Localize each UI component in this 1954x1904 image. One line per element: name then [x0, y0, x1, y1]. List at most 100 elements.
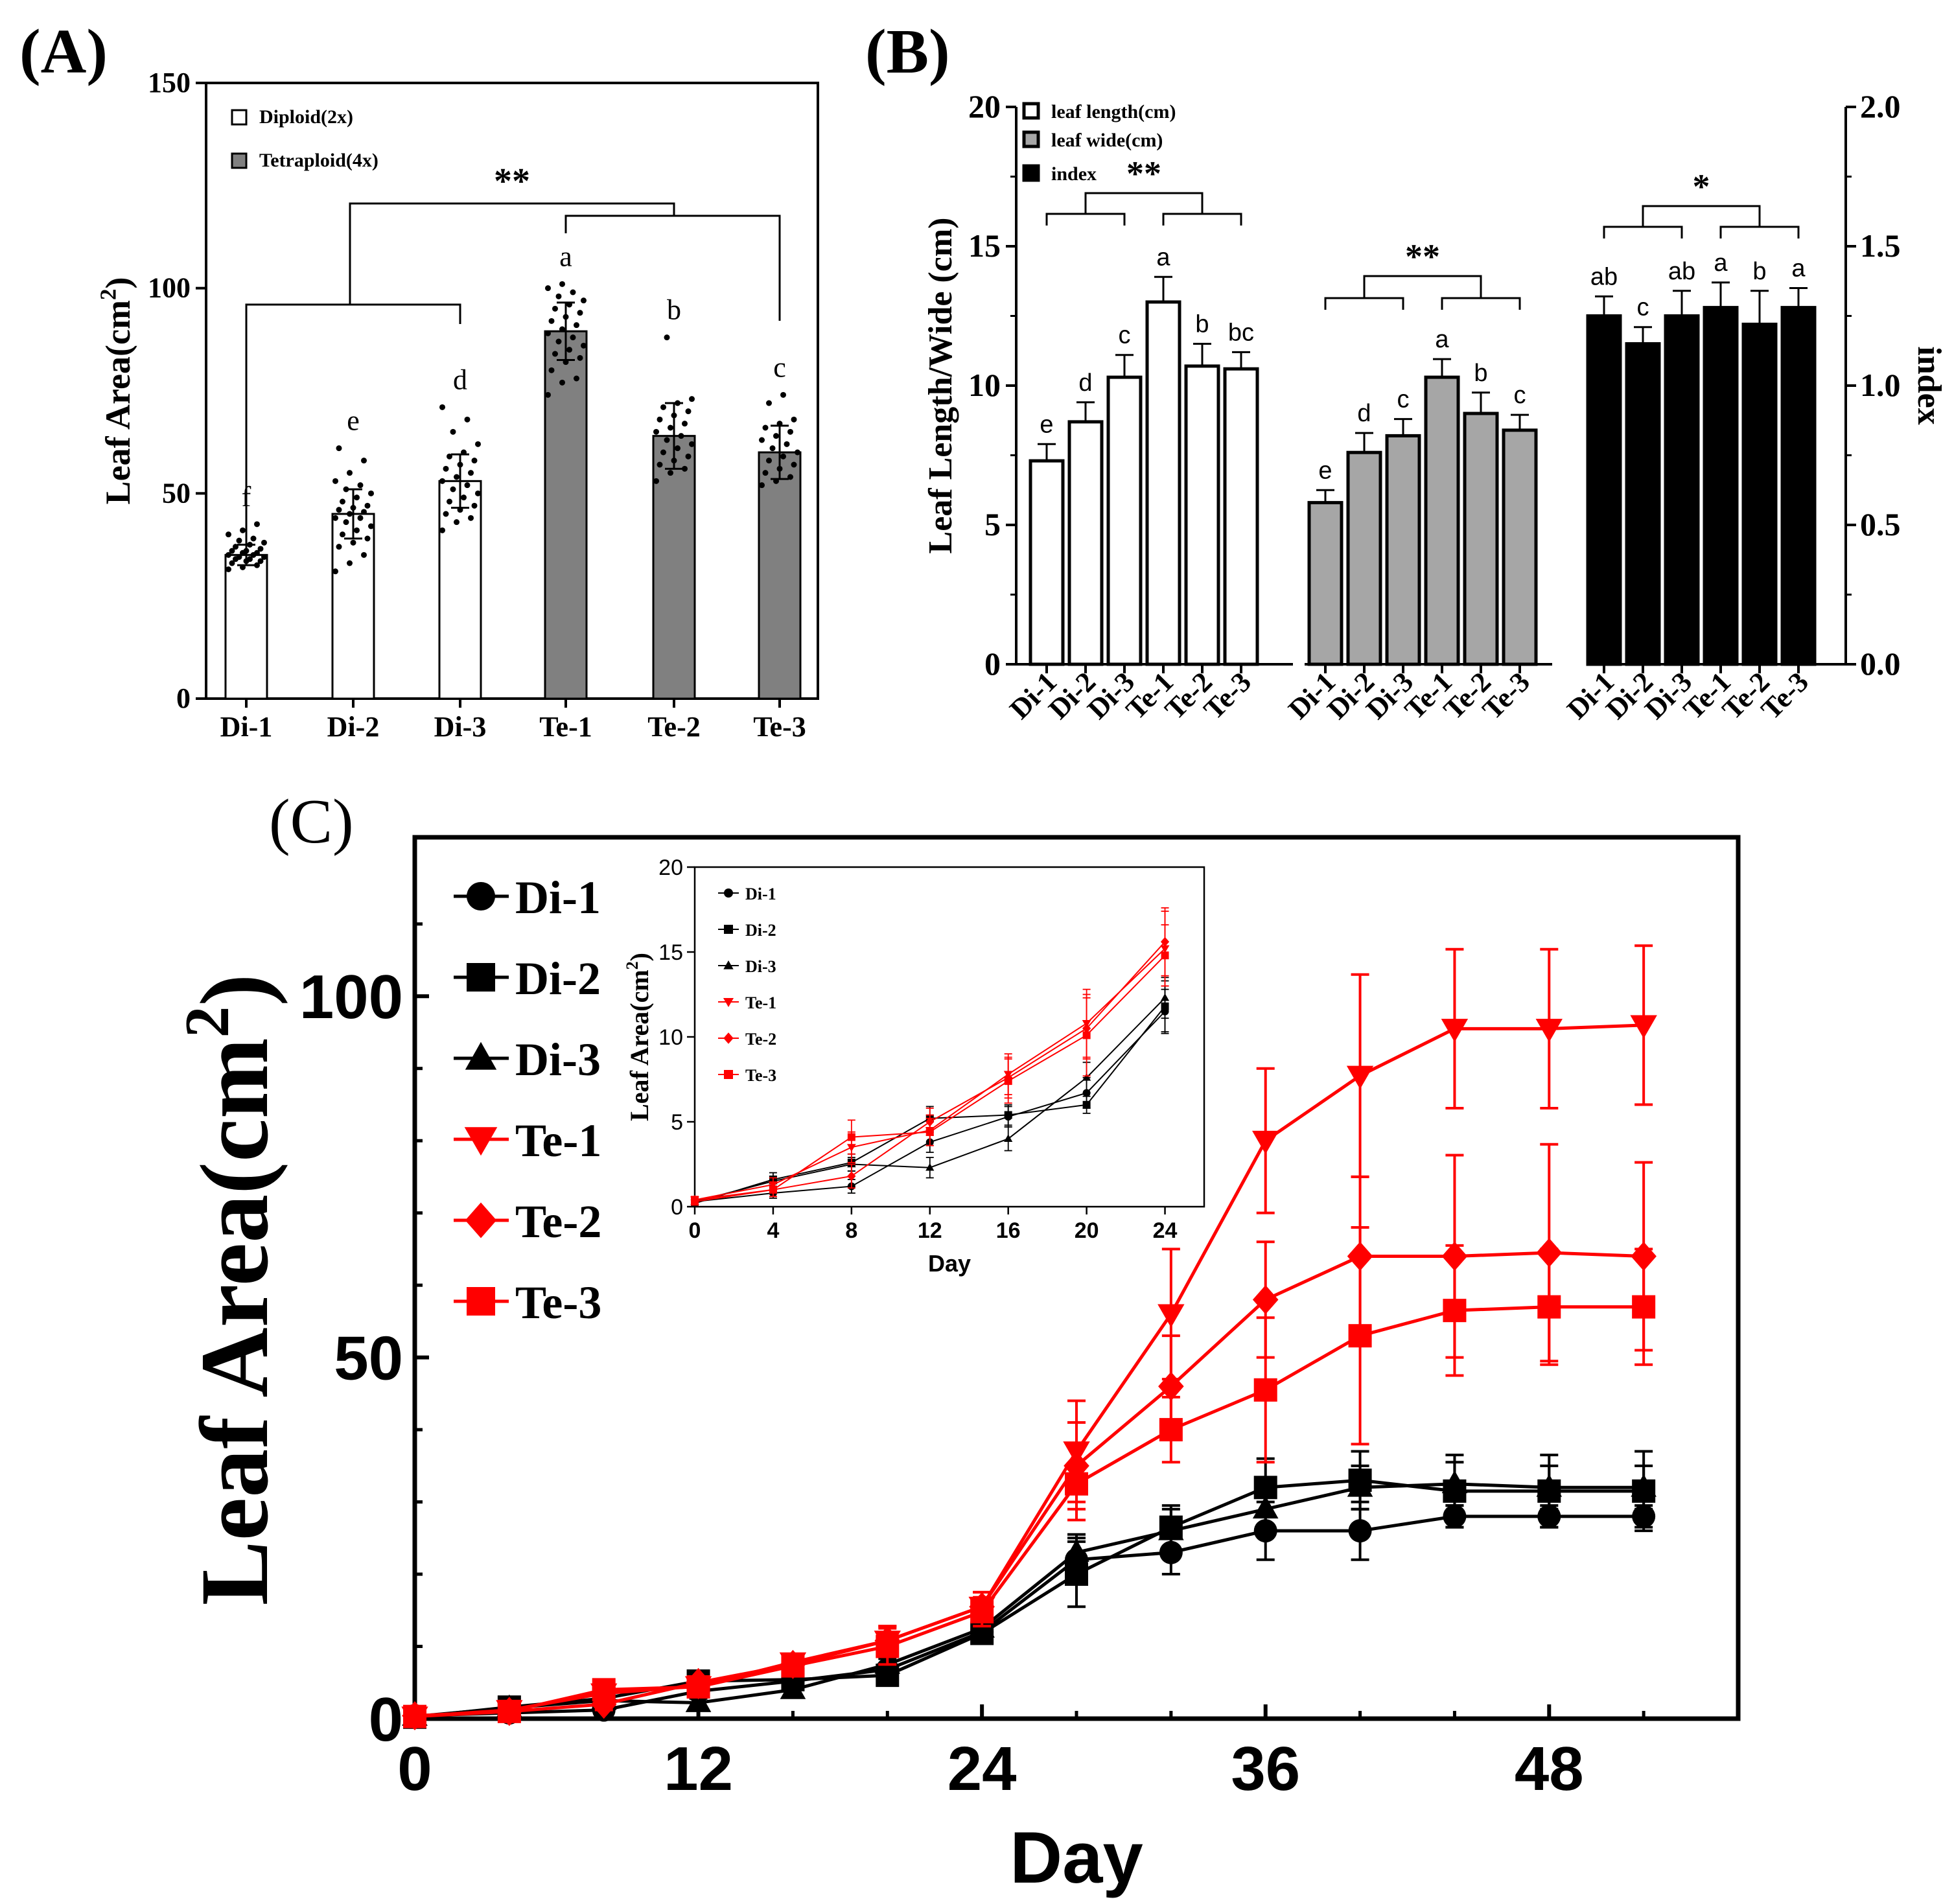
- data-point: [468, 470, 474, 476]
- data-point: [791, 461, 797, 468]
- data-point: [347, 560, 353, 566]
- inset-x-tick-label: 20: [1075, 1218, 1099, 1243]
- data-point: [332, 515, 338, 521]
- x-axis-label: Day: [1010, 1817, 1143, 1898]
- inset-x-tick-label: 0: [689, 1218, 701, 1243]
- y2-tick-label: 2.0: [1860, 88, 1901, 124]
- y-tick-label: 50: [162, 477, 191, 509]
- data-point: [340, 498, 345, 505]
- data-point: [364, 502, 371, 509]
- data-point: [1252, 1130, 1279, 1154]
- inset-data-point: [1082, 1031, 1091, 1039]
- data-point: [1253, 1378, 1277, 1402]
- legend-label: index: [1051, 163, 1097, 185]
- y-tick-label: 150: [148, 67, 191, 99]
- data-point: [1064, 1538, 1089, 1562]
- data-point: [229, 560, 235, 566]
- inset-data-point: [1082, 1073, 1091, 1081]
- inset-data-point: [847, 1171, 856, 1181]
- data-point: [555, 293, 562, 299]
- significance-letter: c: [1514, 382, 1526, 409]
- data-point: [336, 544, 342, 550]
- data-point: [773, 433, 779, 439]
- significance-bracket: [1603, 226, 1683, 238]
- data-point: [450, 428, 456, 435]
- y-tick-label: 0: [176, 682, 191, 714]
- inset-data-point: [1004, 1134, 1013, 1142]
- bar: [758, 451, 802, 700]
- inset-y-tick-label: 15: [658, 940, 683, 965]
- inset-legend-marker: [723, 998, 734, 1008]
- data-point: [1347, 1474, 1373, 1497]
- significance-letter: d: [1078, 369, 1092, 397]
- data-point: [780, 1676, 806, 1699]
- bar: [1625, 342, 1661, 666]
- significance-letter: e: [347, 405, 360, 437]
- inset-y-axis-label: Leaf Area(cm2): [623, 953, 654, 1121]
- x-tick-label: 48: [1515, 1734, 1584, 1804]
- data-point: [552, 305, 558, 312]
- inset-legend-label: Di-2: [745, 921, 776, 940]
- inset-x-tick-label: 24: [1153, 1218, 1178, 1243]
- significance-letter: a: [1435, 326, 1449, 353]
- legend-label: leaf length(cm): [1051, 101, 1176, 122]
- bar: [1029, 459, 1065, 666]
- legend-marker: [467, 963, 495, 992]
- data-point: [545, 330, 551, 336]
- data-point: [668, 424, 673, 431]
- significance-bracket: [1642, 205, 1761, 227]
- data-point: [657, 416, 663, 423]
- y-tick-label: 5: [984, 506, 1001, 542]
- data-point: [795, 449, 800, 456]
- data-point: [347, 470, 353, 476]
- inset-legend-label: Te-2: [745, 1030, 776, 1049]
- data-point: [682, 465, 688, 472]
- legend-marker: [467, 882, 495, 911]
- data-point: [762, 470, 769, 476]
- data-point: [1158, 1371, 1184, 1401]
- x-tick-label: Te-2: [647, 711, 701, 743]
- data-point: [461, 449, 467, 456]
- data-point: [552, 351, 558, 357]
- significance-bracket: [1045, 213, 1126, 226]
- data-point: [1158, 1517, 1184, 1540]
- data-point: [457, 461, 463, 468]
- inset-chart: 0 4 8 12 16 20 24 0 5 10 15 20 Day Leaf Area(cm2) Di-1…: [623, 855, 1205, 1277]
- significance-bracket: [1162, 213, 1242, 226]
- significance-bracket: [1363, 275, 1482, 298]
- legend-label: Te-2: [515, 1196, 601, 1248]
- data-point: [332, 478, 338, 484]
- y2-tick-label: 0.0: [1860, 645, 1901, 682]
- data-point: [559, 281, 565, 287]
- significance-bracket: [1084, 192, 1204, 214]
- data-point: [653, 478, 659, 484]
- data-point: [343, 519, 349, 526]
- significance-letter: bc: [1228, 319, 1254, 346]
- data-point: [563, 359, 569, 366]
- bar: [1106, 375, 1143, 666]
- inset-legend-marker: [724, 888, 733, 898]
- significance-marker: **: [1405, 237, 1440, 276]
- data-point: [250, 535, 257, 542]
- panel-label-a: (A): [19, 17, 108, 87]
- data-point: [686, 1675, 710, 1699]
- data-point: [1537, 1295, 1561, 1319]
- inset-frame: [693, 866, 1205, 1208]
- data-point: [762, 424, 769, 431]
- inset-y-tick-label: 0: [671, 1195, 683, 1220]
- data-point: [457, 507, 463, 513]
- data-point: [1065, 1472, 1088, 1496]
- inset-legend-marker: [724, 1070, 733, 1079]
- data-point: [660, 404, 666, 410]
- significance-letter: c: [1397, 386, 1410, 413]
- data-point: [1632, 1295, 1656, 1319]
- data-point: [577, 354, 583, 361]
- data-point: [1536, 1474, 1563, 1497]
- data-point: [1157, 1304, 1185, 1328]
- data-point: [566, 347, 572, 353]
- data-point: [685, 408, 692, 415]
- bar: [1307, 501, 1343, 666]
- bar: [1703, 306, 1739, 666]
- data-point: [1159, 1418, 1183, 1442]
